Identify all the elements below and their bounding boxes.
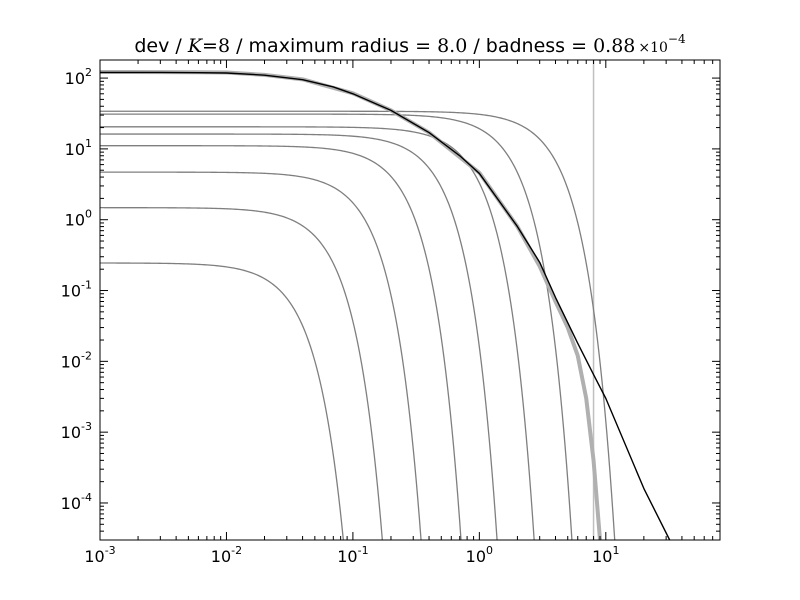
component-curve-5 <box>100 133 498 540</box>
title-radius-value: 8.0 <box>437 35 467 57</box>
x-tick-label: 10-1 <box>337 544 368 566</box>
title-radius-text: / maximum radius = <box>230 35 437 57</box>
component-curve-8 <box>100 110 616 540</box>
title-badness-times: ×10 <box>638 40 668 56</box>
title-badness-text: / badness = <box>467 35 593 57</box>
approximation-curve <box>100 69 603 540</box>
component-curve-1 <box>100 262 345 540</box>
title-prefix: dev / <box>134 35 187 57</box>
y-tick-label: 101 <box>65 137 92 159</box>
plot-area <box>100 60 671 540</box>
x-tick-label: 100 <box>466 544 493 566</box>
title-k-value: 8 <box>218 35 230 57</box>
component-curve-6 <box>100 126 535 540</box>
x-axis: 10-3 10-2 10-1 100 101 <box>84 60 721 566</box>
x-tick-label: 10-3 <box>84 544 115 566</box>
x-tick-label: 101 <box>592 544 619 566</box>
y-tick-label: 102 <box>65 66 92 88</box>
title-badness-mantissa: 0.88 <box>593 35 635 57</box>
y-tick-label: 10-1 <box>61 279 92 301</box>
component-curve-7 <box>100 113 573 540</box>
y-tick-label: 10-2 <box>61 349 92 371</box>
title-k-symbol: K <box>187 35 204 57</box>
plot-frame <box>99 59 721 541</box>
x-tick-label: 10-2 <box>211 544 242 566</box>
component-curve-4 <box>100 145 462 540</box>
y-tick-label: 10-3 <box>61 420 92 442</box>
y-tick-label: 100 <box>65 208 92 230</box>
component-curve-2 <box>100 207 383 540</box>
component-curve-3 <box>100 171 422 540</box>
title-k-eq: = <box>202 35 218 57</box>
chart-title: dev / K=8 / maximum radius = 8.0 / badne… <box>134 32 686 57</box>
title-badness-exponent: −4 <box>668 32 686 46</box>
y-axis: 10-4 10-3 10-2 10-1 100 101 102 <box>61 66 720 541</box>
target-curve <box>100 71 671 540</box>
y-tick-label: 10-4 <box>61 491 92 513</box>
